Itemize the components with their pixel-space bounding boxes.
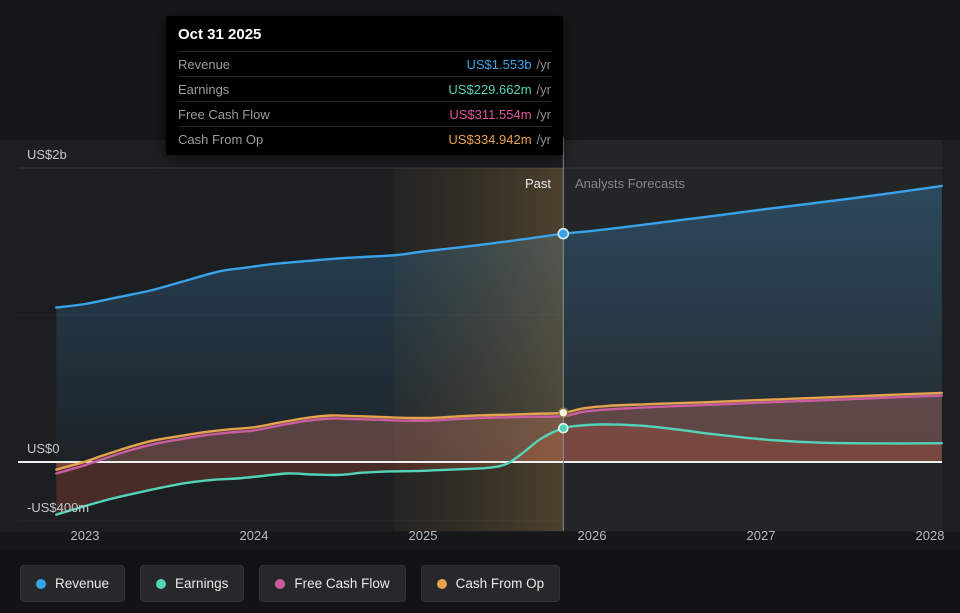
- x-axis-label-2024: 2024: [239, 528, 269, 543]
- tooltip-series-value: US$1.553b: [466, 57, 532, 72]
- tooltip-series-suffix: /yr: [536, 132, 551, 147]
- free-cash-flow-line: [55, 394, 943, 475]
- legend-free-cash-flow-label: Free Cash Flow: [294, 576, 390, 591]
- legend-earnings-label: Earnings: [175, 576, 229, 591]
- y-axis-label-0: US$0: [27, 441, 60, 456]
- tooltip-row-free-cash-flow: Free Cash Flow US$311.554m /yr: [178, 101, 551, 126]
- free-cash-flow-dot-icon: [275, 578, 286, 589]
- cash-from-op-dot-icon: [436, 578, 447, 589]
- revenue-dot-icon: [36, 578, 46, 589]
- revenue-marker: [557, 227, 570, 240]
- tooltip-series-suffix: /yr: [536, 107, 551, 122]
- legend-earnings-button[interactable]: Earnings: [140, 565, 245, 602]
- y-axis-label-2b: US$2b: [27, 147, 67, 162]
- x-axis-label-2026: 2026: [577, 528, 607, 543]
- earnings-line: [55, 423, 943, 516]
- tooltip-series-value: US$229.662m: [448, 82, 532, 97]
- x-axis-label-2025: 2025: [408, 528, 438, 543]
- past-label: Past: [524, 176, 551, 191]
- tooltip-series-value: US$334.942m: [448, 132, 532, 147]
- tooltip-series-suffix: /yr: [536, 57, 551, 72]
- tooltip-row-earnings: Earnings US$229.662m /yr: [178, 76, 551, 101]
- x-axis-label-2027: 2027: [746, 528, 776, 543]
- tooltip-series-suffix: /yr: [536, 82, 551, 97]
- legend-cash-from-op-button[interactable]: Cash From Op: [420, 565, 561, 602]
- legend-cash-from-op-label: Cash From Op: [455, 576, 545, 591]
- earnings-area: [56, 424, 942, 515]
- legend: Revenue Earnings Free Cash Flow Cash Fro…: [20, 565, 561, 602]
- y-axis-label-neg400: -US$400m: [27, 500, 90, 515]
- chart-tooltip: Oct 31 2025 Revenue US$1.553b /yr Earnin…: [166, 16, 563, 155]
- earnings-marker: [557, 422, 569, 434]
- tooltip-series-label: Earnings: [178, 82, 230, 97]
- forecast-label: Analysts Forecasts: [575, 176, 685, 191]
- legend-free-cash-flow-button[interactable]: Free Cash Flow: [259, 565, 406, 602]
- highlight-band: [394, 168, 564, 531]
- tooltip-series-label: Revenue: [178, 57, 231, 72]
- x-axis-label-2023: 2023: [70, 528, 100, 543]
- revenue-line: [55, 184, 943, 309]
- cash-from-op-marker: [557, 407, 569, 419]
- x-axis-label-2028: 2028: [915, 528, 945, 543]
- tooltip-series-value: US$311.554m: [449, 107, 532, 122]
- tooltip-series-label: Free Cash Flow: [178, 107, 270, 122]
- cash-from-op-line: [55, 391, 943, 471]
- legend-revenue-button[interactable]: Revenue: [20, 565, 126, 602]
- legend-revenue-label: Revenue: [55, 576, 110, 591]
- tooltip-row-cash-from-op: Cash From Op US$334.942m /yr: [178, 126, 551, 151]
- tooltip-row-revenue: Revenue US$1.553b /yr: [178, 51, 551, 76]
- tooltip-date: Oct 31 2025: [178, 26, 262, 43]
- tooltip-series-label: Cash From Op: [178, 132, 264, 147]
- earnings-dot-icon: [156, 578, 167, 589]
